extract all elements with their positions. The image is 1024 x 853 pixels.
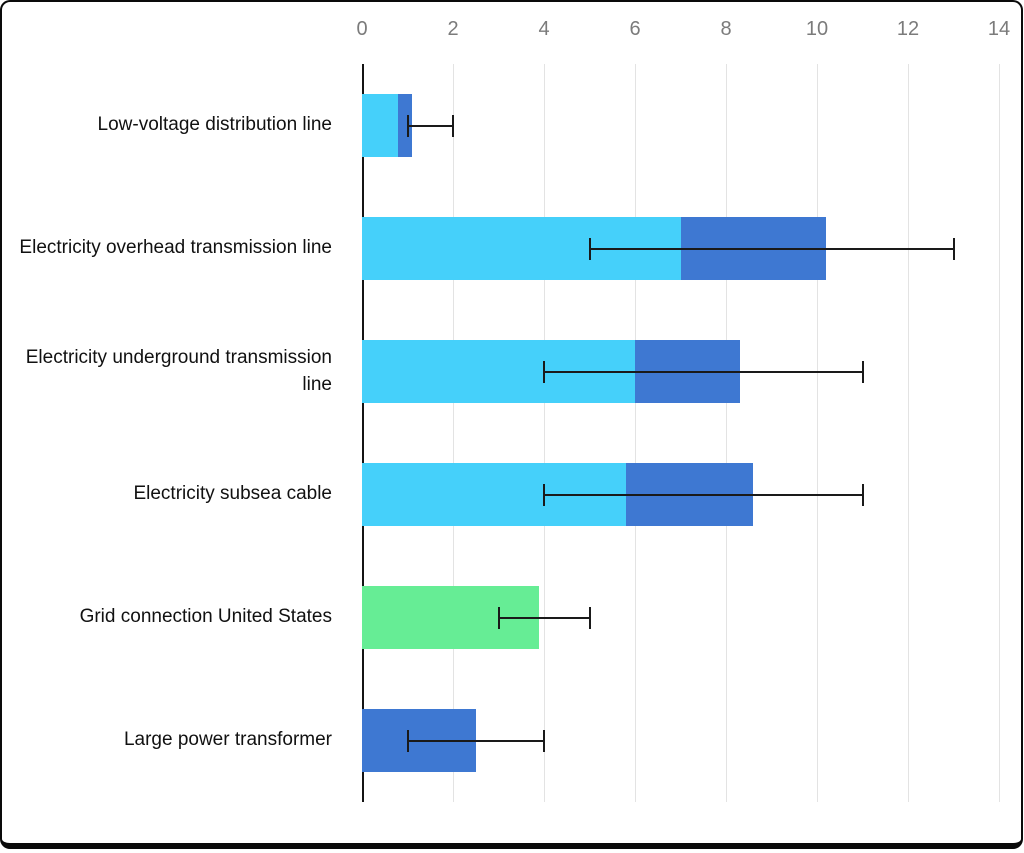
error-bar-cap-low xyxy=(497,606,500,629)
bar-segment-typical-low xyxy=(362,94,399,157)
bar-segment-typical-high xyxy=(398,94,413,157)
y-axis-line xyxy=(361,64,364,802)
x-tick-label: 0 xyxy=(356,18,368,40)
x-tick-label: 12 xyxy=(896,18,920,40)
error-bar-line xyxy=(407,739,544,742)
gridline xyxy=(726,64,727,802)
category-label: Grid connection United States xyxy=(79,606,332,628)
x-tick-label: 8 xyxy=(720,18,732,40)
error-bar-line xyxy=(544,493,863,496)
chart-row: Electricity underground transmission lin… xyxy=(2,310,1021,433)
error-bar-cap-high xyxy=(543,729,545,752)
x-tick-label: 6 xyxy=(629,18,641,40)
x-tick-label: 14 xyxy=(987,18,1011,40)
chart-row: Large power transformer xyxy=(2,679,1021,802)
gridline xyxy=(908,64,909,802)
error-bar-cap-high xyxy=(861,360,864,383)
chart-row: Electricity subsea cable xyxy=(2,433,1021,556)
category-label: Electricity subsea cable xyxy=(133,483,332,505)
category-label: Low-voltage distribution line xyxy=(97,114,332,136)
error-bar-cap-high xyxy=(861,483,864,506)
error-bar-line xyxy=(407,124,453,127)
chart-row: Low-voltage distribution line xyxy=(2,64,1021,187)
error-bar-cap-low xyxy=(543,483,545,506)
chart-row: Electricity overhead transmission line xyxy=(2,187,1021,310)
gridline xyxy=(999,64,1000,802)
error-bar-line xyxy=(544,370,863,373)
category-label: Electricity overhead transmission line xyxy=(19,237,332,259)
category-label: Large power transformer xyxy=(123,729,332,751)
gridline xyxy=(453,64,454,802)
error-bar-cap-low xyxy=(406,114,409,137)
x-tick-label: 2 xyxy=(447,18,459,40)
error-bar-cap-low xyxy=(588,237,591,260)
x-tick-label: 4 xyxy=(538,18,550,40)
error-bar-cap-high xyxy=(952,237,955,260)
chart-row: Grid connection United States xyxy=(2,556,1021,679)
gridline xyxy=(544,64,545,802)
error-bar-cap-high xyxy=(452,114,454,137)
error-bar-cap-high xyxy=(588,606,591,629)
error-bar-line xyxy=(589,247,954,250)
gridline xyxy=(635,64,636,802)
gridline xyxy=(817,64,818,802)
category-label: Electricity underground transmission lin… xyxy=(25,346,332,395)
error-bar-cap-low xyxy=(406,729,409,752)
error-bar-line xyxy=(498,616,590,619)
error-bar-cap-low xyxy=(543,360,545,383)
x-tick-label: 10 xyxy=(805,18,829,40)
